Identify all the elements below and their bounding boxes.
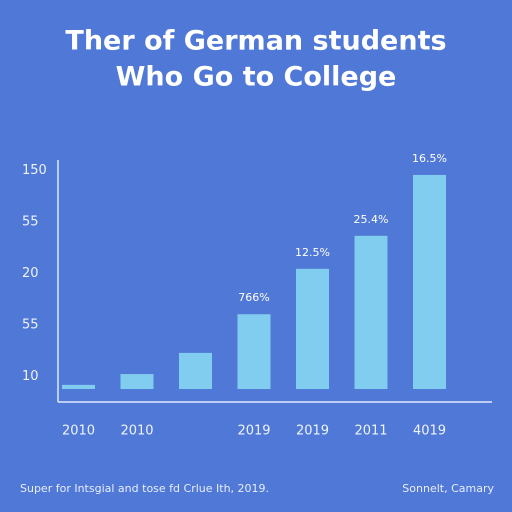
bar-annotation: 12.5%: [295, 246, 330, 259]
y-tick-label: 150: [22, 163, 47, 178]
bar: [179, 352, 212, 389]
y-tick-label: 10: [22, 369, 39, 384]
source-note: Super for Intsgial and tose fd Crlue Ith…: [20, 482, 269, 495]
x-tick-label: 2011: [354, 424, 387, 439]
bar-annotation: 25.4%: [354, 213, 389, 226]
x-tick-label: 2019: [237, 424, 270, 439]
bar: [237, 314, 271, 389]
bar: [354, 235, 388, 389]
y-tick-label: 20: [22, 266, 39, 281]
x-tick-label: 4019: [413, 424, 446, 439]
chart-title: Ther of German students: [65, 26, 446, 57]
x-tick-label: 2019: [296, 424, 329, 439]
bar: [62, 384, 95, 389]
bar: [413, 174, 446, 389]
bar-annotation: 16.5%: [412, 152, 447, 165]
y-tick-label: 55: [22, 318, 39, 333]
bar: [120, 374, 154, 389]
bar: [296, 268, 329, 389]
credit: Sonnelt, Camary: [402, 482, 494, 495]
y-tick-label: 55: [22, 214, 39, 229]
bar-annotation: 766%: [238, 291, 269, 304]
x-tick-label: 2010: [62, 424, 95, 439]
x-tick-label: 2010: [120, 424, 153, 439]
chart-title: Who Go to College: [116, 62, 397, 93]
